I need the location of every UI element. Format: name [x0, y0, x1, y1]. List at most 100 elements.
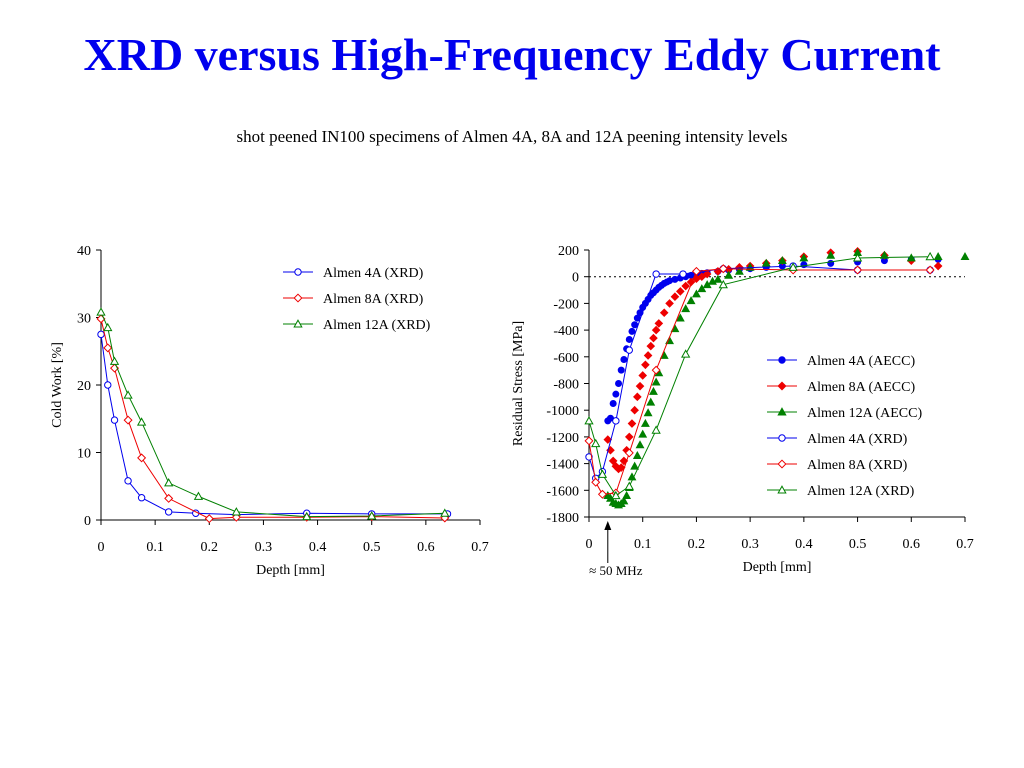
y-tick-label: 20: [77, 379, 91, 394]
data-point: [788, 262, 798, 271]
data-point: [104, 381, 112, 389]
data-point: [624, 448, 634, 458]
data-point: [633, 392, 642, 402]
data-point: [137, 494, 146, 502]
y-tick-label: 10: [77, 447, 91, 462]
data-point: [691, 266, 701, 276]
y-tick-label: -200: [553, 297, 579, 312]
x-tick-label: 0.6: [903, 537, 921, 552]
data-point: [925, 265, 935, 275]
data-point: [681, 304, 691, 313]
data-point: [628, 327, 636, 335]
data-point: [440, 508, 450, 517]
y-tick-label: -800: [553, 378, 579, 393]
data-point: [646, 397, 656, 406]
y-tick-label: 40: [77, 244, 91, 259]
x-tick-label: 0.2: [688, 537, 706, 552]
y-tick-label: -1200: [546, 431, 579, 446]
y-axis-label: Cold Work [%]: [50, 342, 65, 428]
data-point: [640, 418, 650, 427]
y-tick-label: -1000: [546, 404, 579, 419]
data-point: [649, 333, 658, 343]
x-axis-label: Depth [mm]: [256, 563, 325, 578]
data-point: [103, 343, 113, 353]
data-point: [609, 400, 617, 408]
data-point: [686, 296, 696, 305]
data-point: [724, 270, 734, 279]
data-point: [584, 436, 594, 446]
data-point: [676, 287, 685, 296]
data-point: [630, 461, 640, 470]
data-point: [925, 251, 935, 261]
annotation-arrow-head: [604, 521, 612, 530]
data-point: [603, 435, 613, 444]
slide-subtitle: shot peened IN100 specimens of Almen 4A,…: [236, 127, 788, 146]
x-tick-label: 0.4: [309, 540, 327, 555]
y-tick-label: 30: [77, 312, 91, 327]
y-tick-label: 0: [84, 514, 91, 529]
data-point: [681, 281, 690, 291]
data-point: [164, 493, 174, 503]
data-point: [675, 313, 685, 322]
data-point: [718, 279, 728, 289]
data-point: [585, 453, 593, 461]
legend-marker: [777, 381, 787, 391]
data-point: [651, 377, 661, 386]
data-point: [302, 511, 312, 521]
data-point: [651, 425, 661, 434]
data-point: [718, 264, 728, 274]
data-point: [933, 252, 943, 261]
data-point: [624, 481, 634, 490]
data-point: [679, 270, 687, 278]
data-point: [960, 252, 970, 261]
x-tick-label: 0.2: [201, 540, 219, 555]
data-point: [702, 269, 712, 279]
data-point: [597, 489, 607, 499]
x-tick-label: 0.3: [741, 537, 759, 552]
legend-label: Almen 8A (AECC): [807, 380, 915, 395]
data-point: [713, 274, 723, 283]
legend-marker: [777, 459, 787, 469]
data-point: [204, 514, 214, 524]
data-point: [635, 440, 645, 449]
data-point: [137, 453, 147, 463]
x-tick-label: 0.3: [255, 540, 273, 555]
data-point: [638, 371, 648, 380]
data-point: [597, 469, 608, 478]
data-point: [649, 386, 658, 395]
slide-title: XRD versus High-Frequency Eddy Current: [83, 29, 941, 80]
legend-label: Almen 8A (XRD): [323, 292, 424, 307]
data-point: [584, 416, 594, 425]
data-point: [761, 258, 771, 267]
data-point: [591, 438, 601, 448]
data-point: [641, 360, 650, 370]
x-tick-label: 0.1: [146, 540, 164, 555]
y-axis-label: Residual Stress [MPa]: [511, 321, 526, 446]
y-tick-label: 200: [558, 244, 579, 259]
data-point: [591, 477, 601, 487]
data-point: [617, 366, 625, 374]
data-point: [110, 416, 119, 424]
y-tick-label: -1400: [546, 458, 579, 473]
x-tick-label: 0.6: [417, 540, 435, 555]
data-point: [193, 491, 204, 500]
y-tick-label: -600: [553, 351, 579, 366]
data-point: [109, 356, 120, 365]
data-point: [612, 390, 620, 398]
x-tick-label: 0.5: [849, 537, 867, 552]
data-point: [654, 319, 664, 328]
data-point: [231, 507, 242, 516]
x-axis-label: Depth [mm]: [743, 560, 812, 575]
x-tick-label: 0.5: [363, 540, 381, 555]
data-point: [612, 417, 620, 425]
data-point: [670, 292, 680, 302]
data-point: [627, 419, 637, 428]
data-point: [123, 390, 133, 399]
data-point: [632, 450, 642, 459]
data-point: [665, 299, 674, 308]
data-point: [631, 321, 639, 329]
data-point: [103, 322, 113, 332]
data-point: [616, 463, 626, 472]
legend-label: Almen 12A (XRD): [323, 318, 431, 333]
